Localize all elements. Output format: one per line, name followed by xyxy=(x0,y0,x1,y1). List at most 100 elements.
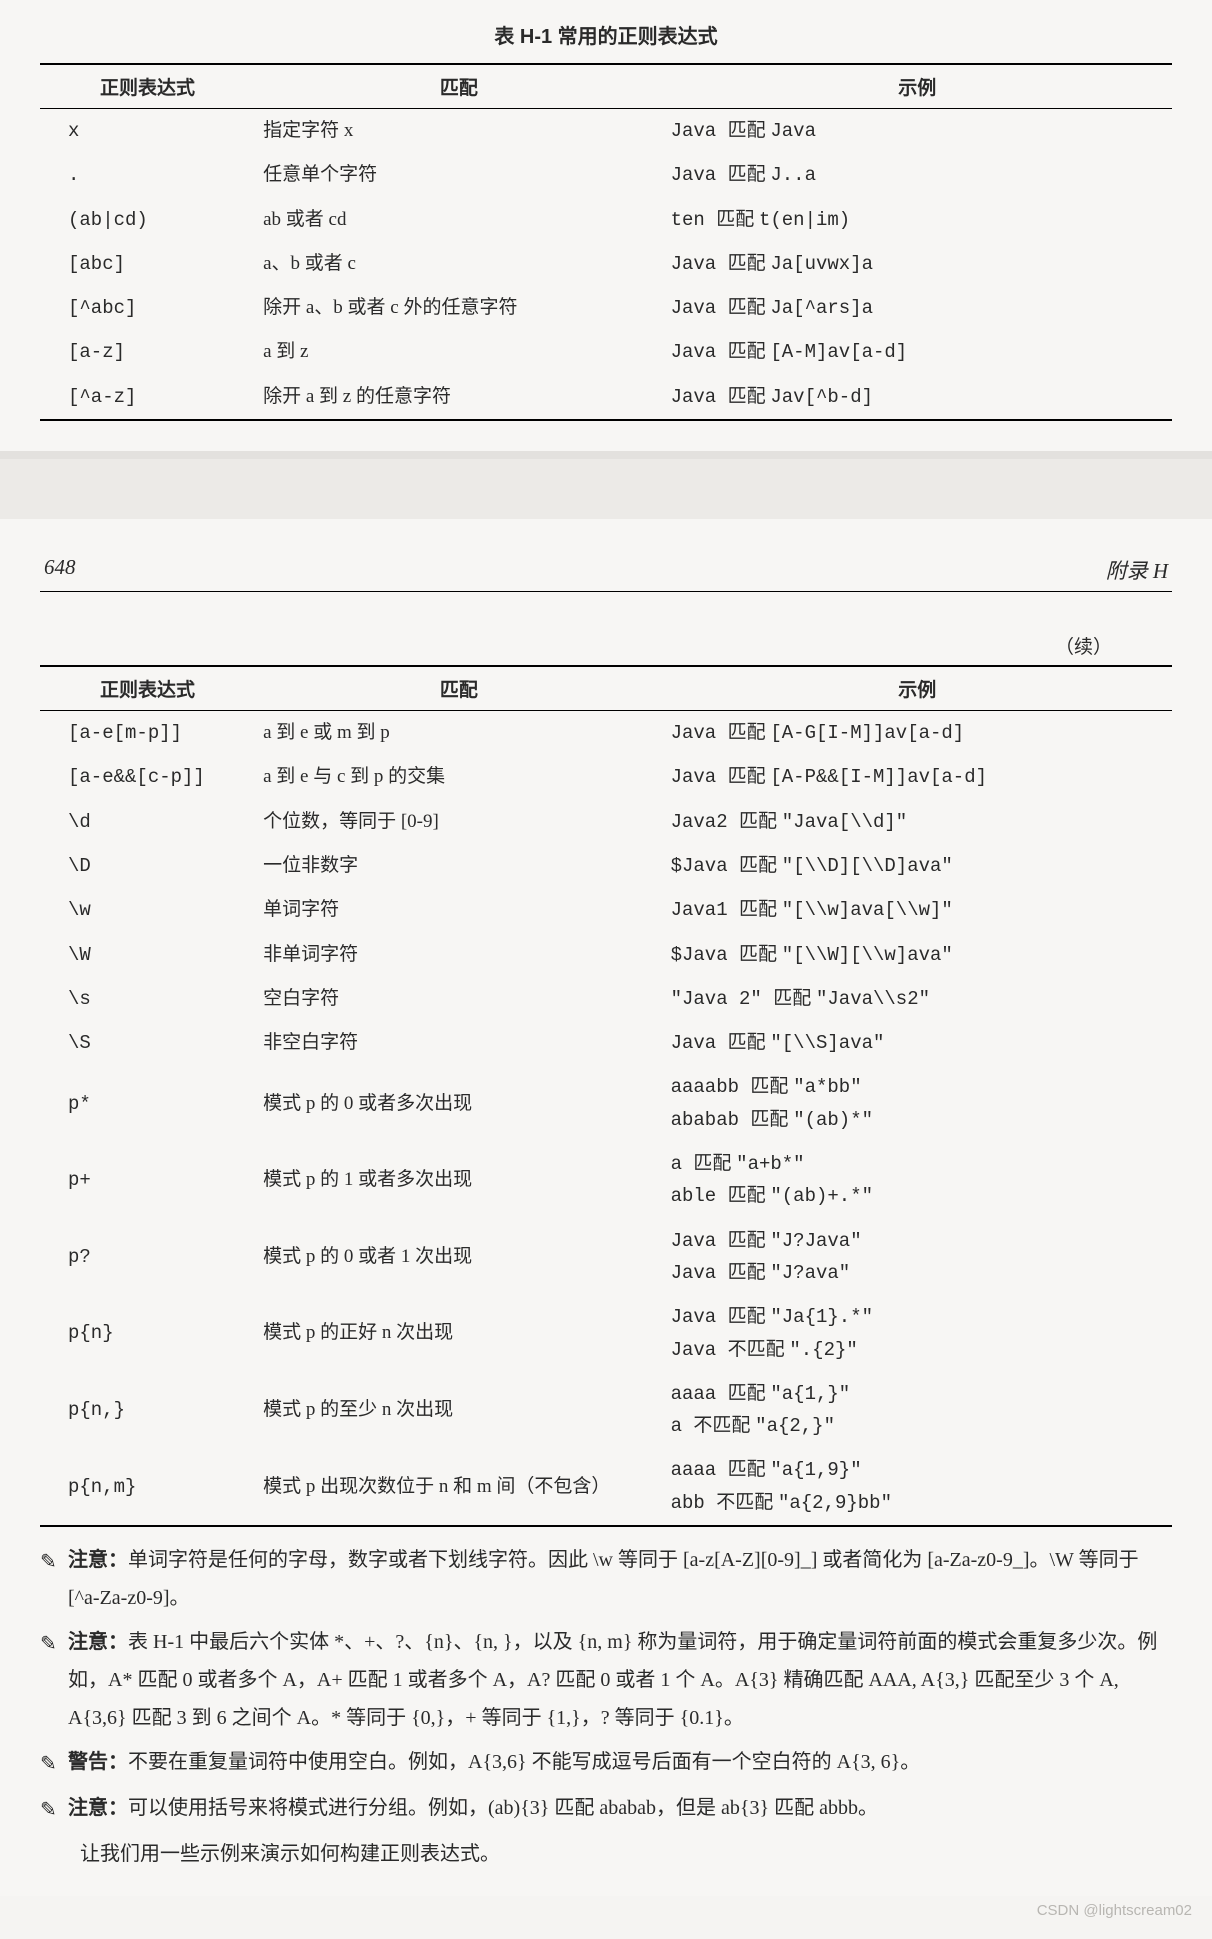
cell-desc: a、b 或者 c xyxy=(255,242,663,286)
cell-desc: 模式 p 的 0 或者多次出现 xyxy=(255,1065,663,1142)
note-item: ✎注意：可以使用括号来将模式进行分组。例如，(ab){3} 匹配 ababab，… xyxy=(40,1789,1172,1829)
note-text: 表 H-1 中最后六个实体 *、+、?、{n}、{n, }，以及 {n, m} … xyxy=(68,1631,1157,1729)
cell-regex: \S xyxy=(40,1021,255,1065)
note-item: ✎注意：单词字符是任何的字母，数字或者下划线字符。因此 \w 等同于 [a-z[… xyxy=(40,1541,1172,1617)
cell-example: Java 匹配 [A-P&&[I-M]]av[a-d] xyxy=(663,755,1172,799)
table-1-title: 表 H-1 常用的正则表达式 xyxy=(40,20,1172,49)
cell-example: aaaa 匹配 "a{1,9}"abb 不匹配 "a{2,9}bb" xyxy=(663,1448,1172,1526)
table-1: 正则表达式 匹配 示例 x指定字符 xJava 匹配 Java.任意单个字符Ja… xyxy=(40,63,1172,421)
cell-example: Java 匹配 J..a xyxy=(663,153,1172,197)
table-row: (ab|cd)ab 或者 cdten 匹配 t(en|im) xyxy=(40,198,1172,242)
cell-desc: 模式 p 的 0 或者 1 次出现 xyxy=(255,1219,663,1296)
table-row: p{n}模式 p 的正好 n 次出现Java 匹配 "Ja{1}.*"Java … xyxy=(40,1295,1172,1372)
table-row: \d个位数，等同于 [0-9]Java2 匹配 "Java[\\d]" xyxy=(40,800,1172,844)
note-icon: ✎ xyxy=(40,1623,68,1737)
cell-regex: p{n} xyxy=(40,1295,255,1372)
note-label: 注意： xyxy=(68,1549,128,1571)
cell-regex: p+ xyxy=(40,1142,255,1219)
cell-desc: 除开 a、b 或者 c 外的任意字符 xyxy=(255,286,663,330)
notes-section: ✎注意：单词字符是任何的字母，数字或者下划线字符。因此 \w 等同于 [a-z[… xyxy=(40,1541,1172,1829)
cell-example: a 匹配 "a+b*"able 匹配 "(ab)+.*" xyxy=(663,1142,1172,1219)
note-text: 不要在重复量词符中使用空白。例如，A{3,6} 不能写成逗号后面有一个空白符的 … xyxy=(128,1751,920,1773)
th-desc: 匹配 xyxy=(255,64,663,109)
watermark: CSDN @lightscream02 xyxy=(0,1896,1212,1933)
th-regex: 正则表达式 xyxy=(40,666,255,711)
cell-desc: 任意单个字符 xyxy=(255,153,663,197)
table-row: x指定字符 xJava 匹配 Java xyxy=(40,109,1172,154)
table-row: \D一位非数字$Java 匹配 "[\\D][\\D]ava" xyxy=(40,844,1172,888)
cell-example: $Java 匹配 "[\\W][\\w]ava" xyxy=(663,933,1172,977)
cell-example: Java 匹配 "Ja{1}.*"Java 不匹配 ".{2}" xyxy=(663,1295,1172,1372)
cell-example: Java2 匹配 "Java[\\d]" xyxy=(663,800,1172,844)
note-body: 注意：单词字符是任何的字母，数字或者下划线字符。因此 \w 等同于 [a-z[A… xyxy=(68,1541,1172,1617)
table-row: .任意单个字符Java 匹配 J..a xyxy=(40,153,1172,197)
table-row: [a-e&&[c-p]]a 到 e 与 c 到 p 的交集Java 匹配 [A-… xyxy=(40,755,1172,799)
cell-example: Java 匹配 Java xyxy=(663,109,1172,154)
cell-example: Java 匹配 [A-M]av[a-d] xyxy=(663,330,1172,374)
table-row: [a-z]a 到 zJava 匹配 [A-M]av[a-d] xyxy=(40,330,1172,374)
table-row: [abc]a、b 或者 cJava 匹配 Ja[uvwx]a xyxy=(40,242,1172,286)
cell-example: Java 匹配 Ja[^ars]a xyxy=(663,286,1172,330)
table-row: \s空白字符"Java 2" 匹配 "Java\\s2" xyxy=(40,977,1172,1021)
cell-regex: \s xyxy=(40,977,255,1021)
table-row: p+模式 p 的 1 或者多次出现a 匹配 "a+b*"able 匹配 "(ab… xyxy=(40,1142,1172,1219)
cell-example: Java 匹配 [A-G[I-M]]av[a-d] xyxy=(663,711,1172,756)
table-row: p{n,}模式 p 的至少 n 次出现aaaa 匹配 "a{1,}"a 不匹配 … xyxy=(40,1372,1172,1449)
cell-desc: a 到 e 或 m 到 p xyxy=(255,711,663,756)
cell-example: aaaabb 匹配 "a*bb"ababab 匹配 "(ab)*" xyxy=(663,1065,1172,1142)
cell-regex: x xyxy=(40,109,255,154)
note-body: 注意：可以使用括号来将模式进行分组。例如，(ab){3} 匹配 ababab，但… xyxy=(68,1789,1172,1829)
cell-regex: p{n,m} xyxy=(40,1448,255,1526)
page-gap xyxy=(0,451,1212,519)
cell-desc: a 到 e 与 c 到 p 的交集 xyxy=(255,755,663,799)
cell-desc: a 到 z xyxy=(255,330,663,374)
cell-desc: 个位数，等同于 [0-9] xyxy=(255,800,663,844)
cell-regex: \w xyxy=(40,888,255,932)
cell-desc: 除开 a 到 z 的任意字符 xyxy=(255,375,663,420)
cell-regex: \D xyxy=(40,844,255,888)
cell-regex: p? xyxy=(40,1219,255,1296)
table-row: [a-e[m-p]]a 到 e 或 m 到 pJava 匹配 [A-G[I-M]… xyxy=(40,711,1172,756)
continued-label: （续） xyxy=(40,632,1172,659)
cell-regex: [a-e[m-p]] xyxy=(40,711,255,756)
cell-regex: [^abc] xyxy=(40,286,255,330)
cell-regex: [a-z] xyxy=(40,330,255,374)
note-text: 单词字符是任何的字母，数字或者下划线字符。因此 \w 等同于 [a-z[A-Z]… xyxy=(68,1549,1139,1609)
cell-desc: 非空白字符 xyxy=(255,1021,663,1065)
table-row: p?模式 p 的 0 或者 1 次出现Java 匹配 "J?Java"Java … xyxy=(40,1219,1172,1296)
note-label: 注意： xyxy=(68,1631,128,1653)
note-body: 警告：不要在重复量词符中使用空白。例如，A{3,6} 不能写成逗号后面有一个空白… xyxy=(68,1743,1172,1783)
cell-regex: . xyxy=(40,153,255,197)
th-regex: 正则表达式 xyxy=(40,64,255,109)
page-header: 648 附录 H xyxy=(40,519,1172,592)
cell-desc: 模式 p 的正好 n 次出现 xyxy=(255,1295,663,1372)
note-icon: ✎ xyxy=(40,1743,68,1783)
cell-example: aaaa 匹配 "a{1,}"a 不匹配 "a{2,}" xyxy=(663,1372,1172,1449)
cell-desc: 单词字符 xyxy=(255,888,663,932)
note-icon: ✎ xyxy=(40,1541,68,1617)
cell-desc: 模式 p 出现次数位于 n 和 m 间（不包含） xyxy=(255,1448,663,1526)
cell-desc: 模式 p 的至少 n 次出现 xyxy=(255,1372,663,1449)
table-row: [^abc]除开 a、b 或者 c 外的任意字符Java 匹配 Ja[^ars]… xyxy=(40,286,1172,330)
cell-regex: p{n,} xyxy=(40,1372,255,1449)
cell-desc: 一位非数字 xyxy=(255,844,663,888)
note-item: ✎注意：表 H-1 中最后六个实体 *、+、?、{n}、{n, }，以及 {n,… xyxy=(40,1623,1172,1737)
cell-desc: 非单词字符 xyxy=(255,933,663,977)
appendix-label: 附录 H xyxy=(1106,555,1168,585)
cell-example: Java 匹配 "J?Java"Java 匹配 "J?ava" xyxy=(663,1219,1172,1296)
closing-text: 让我们用一些示例来演示如何构建正则表达式。 xyxy=(40,1837,1172,1866)
note-body: 注意：表 H-1 中最后六个实体 *、+、?、{n}、{n, }，以及 {n, … xyxy=(68,1623,1172,1737)
cell-example: ten 匹配 t(en|im) xyxy=(663,198,1172,242)
note-item: ✎警告：不要在重复量词符中使用空白。例如，A{3,6} 不能写成逗号后面有一个空… xyxy=(40,1743,1172,1783)
cell-example: Java 匹配 Jav[^b-d] xyxy=(663,375,1172,420)
cell-desc: ab 或者 cd xyxy=(255,198,663,242)
th-desc: 匹配 xyxy=(255,666,663,711)
page-number: 648 xyxy=(44,555,76,585)
table-row: \W非单词字符$Java 匹配 "[\\W][\\w]ava" xyxy=(40,933,1172,977)
cell-example: Java1 匹配 "[\\w]ava[\\w]" xyxy=(663,888,1172,932)
note-label: 注意： xyxy=(68,1797,128,1819)
cell-desc: 模式 p 的 1 或者多次出现 xyxy=(255,1142,663,1219)
cell-example: $Java 匹配 "[\\D][\\D]ava" xyxy=(663,844,1172,888)
cell-desc: 指定字符 x xyxy=(255,109,663,154)
table-row: [^a-z]除开 a 到 z 的任意字符Java 匹配 Jav[^b-d] xyxy=(40,375,1172,420)
